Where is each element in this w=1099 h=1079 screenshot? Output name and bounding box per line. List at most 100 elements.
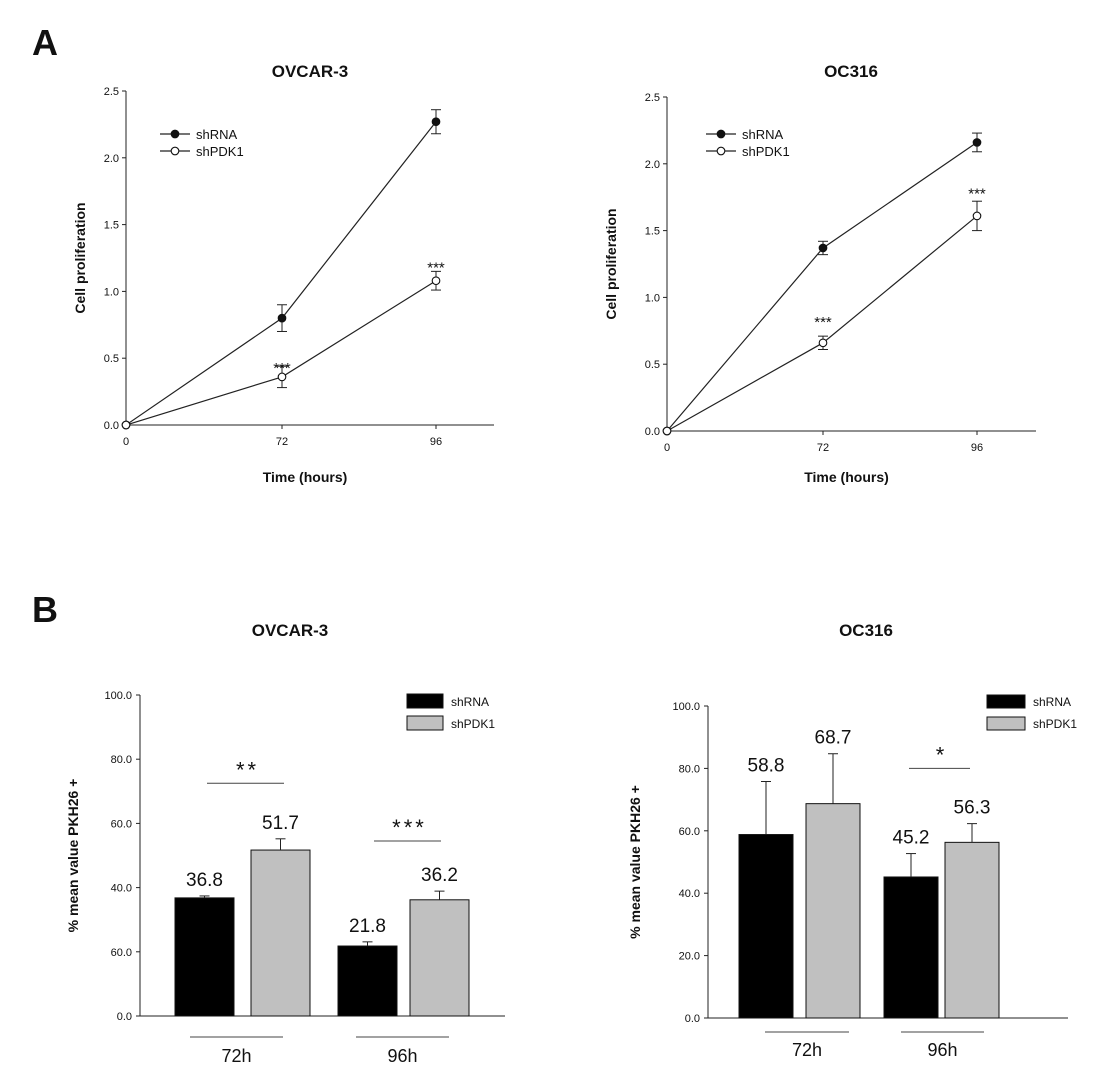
data-label: 58.8: [748, 756, 785, 777]
y-tick-label: 0.0: [104, 420, 119, 432]
line-chart-oc316: OC316 0.0 0.5 1.0 1.5 2.0 2.5 0 72 96 Cell prolife…: [603, 62, 1036, 485]
legend-marker: [716, 146, 726, 156]
y-axis-label: Cell proliferation: [603, 208, 619, 319]
y-tick-label: 1.0: [645, 292, 660, 304]
data-label: 45.2: [893, 828, 930, 849]
data-point-shpdk1: [662, 426, 672, 436]
y-tick-label: 80.0: [679, 763, 700, 775]
y-tick-label: 60.0: [679, 826, 700, 838]
y-tick-label: 0.0: [117, 1011, 132, 1023]
legend-label: shRNA: [451, 695, 489, 709]
x-tick-label: 96: [971, 442, 983, 454]
data-label: 56.3: [954, 798, 991, 819]
y-tick-label: 20.0: [679, 951, 700, 963]
bar-chart-ovcar3: OVCAR-3 0.0 60.0 40.0 60.0 80.0 100.0 % mean va…: [65, 621, 505, 1066]
bar-shrna-72h: [174, 897, 235, 1017]
bar-shpdk1-96h: [409, 899, 470, 1017]
series-line-shrna: [666, 141, 978, 432]
y-tick-label: 60.0: [111, 818, 132, 830]
bar-shrna-96h: [883, 876, 939, 1019]
legend-label: shPDK1: [742, 144, 790, 159]
y-tick-label: 0.0: [645, 426, 660, 438]
x-tick-label: 72: [276, 436, 288, 448]
x-tick-label: 96: [430, 436, 442, 448]
x-tick-label: 0: [664, 442, 670, 454]
legend-label: shPDK1: [196, 144, 244, 159]
chart-title: OC316: [824, 62, 878, 81]
data-point-shpdk1: [121, 420, 131, 430]
legend-swatch: [986, 716, 1026, 731]
y-tick-label: 40.0: [679, 888, 700, 900]
chart-title: OVCAR-3: [252, 621, 329, 640]
significance-marker: ***: [814, 314, 832, 331]
legend-label: shRNA: [196, 127, 238, 142]
data-label: 36.8: [186, 870, 223, 891]
y-tick-label: 60.0: [111, 947, 132, 959]
category-label: 96h: [927, 1040, 957, 1060]
series-line-shpdk1: [125, 280, 437, 426]
y-tick-label: 1.5: [104, 220, 119, 232]
y-tick-label: 0.5: [104, 353, 119, 365]
legend-marker: [170, 129, 180, 139]
y-tick-label: 100.0: [672, 701, 700, 713]
y-tick-label: 80.0: [111, 754, 132, 766]
category-label: 72h: [792, 1040, 822, 1060]
bar-chart-oc316: OC316 0.0 20.0 40.0 60.0 80.0 100.0 % mean valu…: [627, 621, 1077, 1060]
y-tick-label: 0.0: [685, 1013, 700, 1025]
legend-label: shRNA: [1033, 695, 1071, 709]
y-axis-label: Cell proliferation: [72, 202, 88, 313]
y-tick-label: 2.5: [104, 86, 119, 98]
chart-title: OVCAR-3: [272, 62, 349, 81]
significance-marker: ***: [392, 815, 427, 840]
y-tick-label: 0.5: [645, 359, 660, 371]
significance-marker: **: [236, 757, 259, 782]
legend-label: shPDK1: [1033, 717, 1077, 731]
y-tick-label: 2.0: [104, 153, 119, 165]
data-label: 51.7: [262, 813, 299, 834]
panel-label-a: A: [32, 22, 58, 63]
data-point-shrna: [431, 117, 441, 127]
legend-marker: [170, 146, 180, 156]
legend-swatch: [986, 694, 1026, 709]
y-axis-label: % mean value PKH26 +: [65, 779, 81, 933]
x-tick-label: 72: [817, 442, 829, 454]
legend-marker: [716, 129, 726, 139]
significance-marker: ***: [273, 360, 291, 377]
legend-swatch: [406, 715, 444, 731]
y-tick-label: 40.0: [111, 883, 132, 895]
y-axis-label: % mean value PKH26 +: [627, 785, 643, 939]
bar-shrna-96h: [337, 945, 398, 1017]
data-point-shrna: [818, 243, 828, 253]
legend-label: shPDK1: [451, 717, 495, 731]
data-point-shrna: [972, 138, 982, 147]
bar-shpdk1-72h: [250, 849, 311, 1017]
data-point-shpdk1: [818, 338, 828, 348]
bar-shpdk1-96h: [944, 841, 1000, 1019]
x-tick-label: 0: [123, 436, 129, 448]
data-point-shpdk1: [431, 276, 441, 286]
data-label: 21.8: [349, 916, 386, 937]
panel-label-b: B: [32, 589, 58, 630]
significance-marker: ***: [968, 186, 986, 203]
y-tick-label: 2.0: [645, 159, 660, 171]
data-point-shpdk1: [277, 372, 287, 382]
category-label: 96h: [387, 1046, 417, 1066]
bar-shrna-72h: [738, 834, 794, 1019]
x-axis-label: Time (hours): [263, 469, 348, 485]
data-point-shpdk1: [972, 211, 982, 221]
legend-swatch: [406, 693, 444, 709]
y-tick-label: 2.5: [645, 92, 660, 104]
y-tick-label: 1.0: [104, 286, 119, 298]
legend-label: shRNA: [742, 127, 784, 142]
data-label: 36.2: [421, 865, 458, 886]
y-tick-label: 1.5: [645, 226, 660, 238]
data-point-shrna: [277, 313, 287, 323]
y-tick-label: 100.0: [104, 690, 132, 702]
bar-shpdk1-72h: [805, 803, 861, 1019]
data-label: 68.7: [815, 728, 852, 749]
category-label: 72h: [221, 1046, 251, 1066]
significance-marker: *: [936, 742, 948, 767]
x-axis-label: Time (hours): [804, 469, 889, 485]
significance-marker: ***: [427, 260, 445, 277]
